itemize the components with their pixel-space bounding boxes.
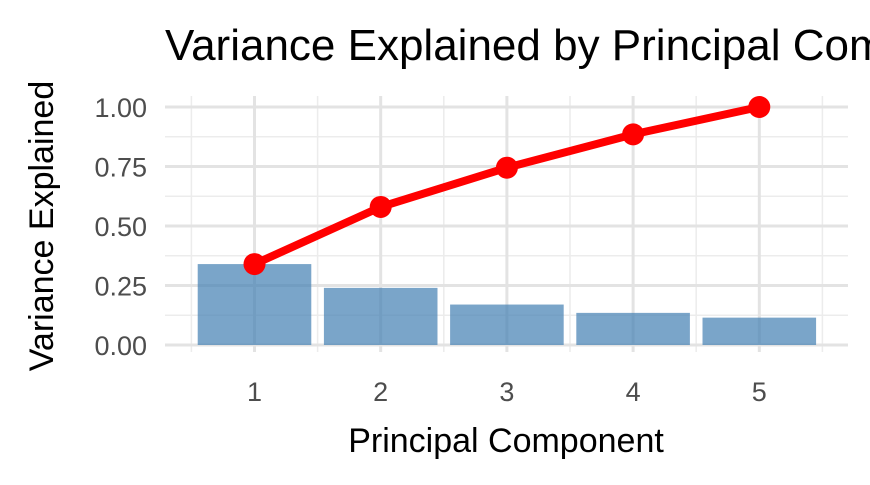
variance-bar <box>702 317 817 345</box>
x-tick-label: 5 <box>752 377 767 407</box>
y-tick-labels: 0.00 0.25 0.50 0.75 1.00 <box>94 93 147 361</box>
chart-title: Variance Explained by Principal Componen… <box>165 21 870 70</box>
cumulative-variance-point <box>748 96 771 118</box>
cumulative-variance-point <box>369 195 392 218</box>
y-tick-label: 0.75 <box>94 153 147 183</box>
x-tick-labels: 1 2 3 4 5 <box>247 377 767 407</box>
cumulative-variance-point <box>622 123 645 146</box>
variance-bars <box>197 264 817 345</box>
y-tick-label: 0.50 <box>94 212 147 242</box>
x-tick-label: 3 <box>499 377 514 407</box>
y-tick-label: 0.00 <box>94 331 147 361</box>
cumulative-variance-point <box>495 156 518 179</box>
y-tick-label: 1.00 <box>94 93 147 123</box>
cumulative-line-layer <box>243 96 771 276</box>
x-tick-label: 1 <box>247 377 262 407</box>
x-tick-label: 4 <box>626 377 641 407</box>
x-axis-title: Principal Component <box>348 422 664 460</box>
y-tick-label: 0.25 <box>94 272 147 302</box>
y-axis-title: Variance Explained <box>23 81 61 371</box>
x-tick-label: 2 <box>373 377 388 407</box>
variance-bar <box>576 312 690 345</box>
variance-bar <box>197 264 312 345</box>
variance-bar <box>450 304 564 345</box>
variance-bar <box>323 287 438 345</box>
cumulative-variance-point <box>243 253 266 276</box>
